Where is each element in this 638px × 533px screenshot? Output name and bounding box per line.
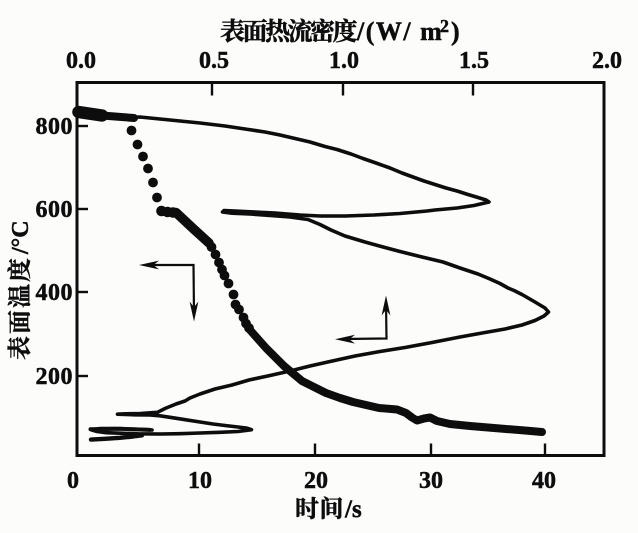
- svg-text:0.5: 0.5: [199, 48, 229, 74]
- svg-text:200: 200: [36, 364, 74, 390]
- svg-text:30: 30: [419, 468, 443, 494]
- svg-text:600: 600: [36, 197, 74, 223]
- svg-text:1.5: 1.5: [459, 48, 489, 74]
- svg-text:800: 800: [36, 114, 74, 140]
- svg-text:/°C: /°C: [8, 220, 34, 255]
- svg-text:400: 400: [36, 280, 74, 306]
- svg-text:20: 20: [304, 468, 328, 494]
- svg-text:0.0: 0.0: [66, 48, 96, 74]
- svg-text:2.0: 2.0: [592, 48, 622, 74]
- svg-text:10: 10: [188, 468, 212, 494]
- svg-text:40: 40: [532, 468, 556, 494]
- svg-text:1.0: 1.0: [329, 48, 359, 74]
- svg-text:/s: /s: [344, 496, 362, 523]
- svg-text:): ): [451, 17, 460, 46]
- svg-text:2: 2: [440, 16, 449, 36]
- svg-text:0: 0: [67, 468, 79, 494]
- svg-text:/(W/ m: /(W/ m: [356, 17, 443, 46]
